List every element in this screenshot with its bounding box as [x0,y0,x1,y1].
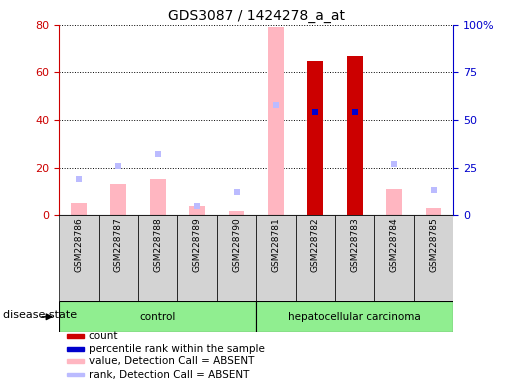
Bar [229,212,245,215]
Bar [189,205,205,215]
Text: GSM228781: GSM228781 [271,218,280,272]
Bar [374,215,414,301]
Text: GSM228790: GSM228790 [232,218,241,272]
Bar [425,208,441,215]
Bar [335,215,374,301]
Text: hepatocellular carcinoma: hepatocellular carcinoma [288,312,421,322]
Text: value, Detection Call = ABSENT: value, Detection Call = ABSENT [89,356,254,366]
Bar [307,61,323,215]
Bar [347,56,363,215]
Point [232,189,241,195]
Bar [67,373,83,376]
Text: percentile rank within the sample: percentile rank within the sample [89,344,265,354]
Text: rank, Detection Call = ABSENT: rank, Detection Call = ABSENT [89,370,249,380]
Point [311,109,319,116]
Point [153,151,162,157]
Point [272,102,280,108]
Bar [67,359,83,363]
Point [430,187,438,194]
Text: GSM228783: GSM228783 [350,218,359,272]
Point [390,161,398,167]
Bar [414,215,453,301]
Bar [256,215,296,301]
Text: GSM228787: GSM228787 [114,218,123,272]
Bar [99,215,138,301]
Text: GSM228784: GSM228784 [390,218,399,272]
Bar [150,179,166,215]
Bar [71,203,87,215]
Bar [177,215,217,301]
Text: GSM228789: GSM228789 [193,218,201,272]
Point [75,176,83,182]
Bar [217,215,256,301]
Text: GSM228785: GSM228785 [429,218,438,272]
Bar [268,27,284,215]
Text: GSM228782: GSM228782 [311,218,320,272]
Point [114,162,123,169]
Bar [67,334,83,338]
Point [351,109,359,116]
Text: GSM228786: GSM228786 [75,218,83,272]
Title: GDS3087 / 1424278_a_at: GDS3087 / 1424278_a_at [168,8,345,23]
Bar [256,301,453,332]
Bar [296,215,335,301]
Text: disease state: disease state [3,310,77,320]
Text: control: control [140,312,176,322]
Bar [386,189,402,215]
Bar [110,184,126,215]
Bar [138,215,177,301]
Text: count: count [89,331,118,341]
Bar [67,347,83,351]
Bar [59,215,99,301]
Point [193,202,201,209]
Bar [59,301,256,332]
Text: GSM228788: GSM228788 [153,218,162,272]
